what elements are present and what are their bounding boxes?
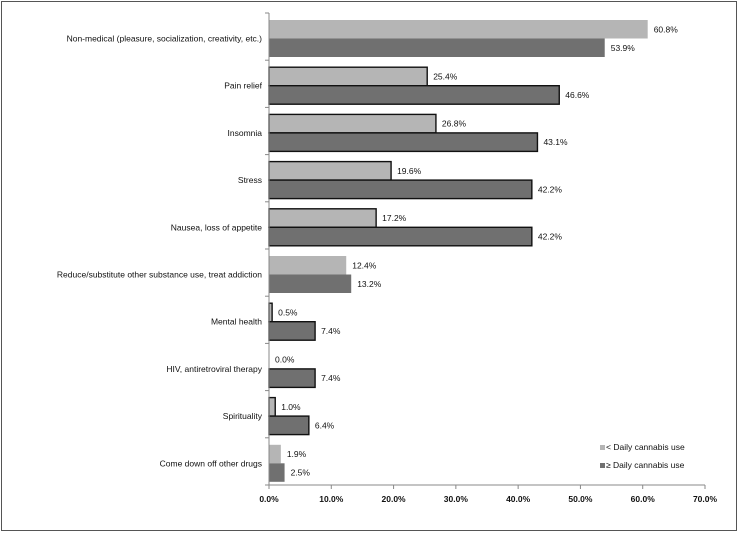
value-label-less-than-daily-4: 17.2% [382,213,407,223]
bar-daily-or-more-5 [269,274,352,293]
value-label-daily-or-more-4: 42.2% [538,232,563,242]
category-label-4: Nausea, loss of appetite [171,222,262,232]
value-label-daily-or-more-3: 42.2% [538,184,563,194]
bar-daily-or-more-7 [268,368,316,389]
category-label-8: Spirituality [223,411,263,421]
x-tick-label-4: 40.0% [506,494,531,504]
category-label-2: Insomnia [228,128,263,138]
category-label-9: Come down off other drugs [160,458,262,468]
value-label-daily-or-more-2: 43.1% [543,137,568,147]
value-label-daily-or-more-0: 53.9% [611,43,636,53]
legend-label-daily-or-more: ≥ Daily cannabis use [606,460,685,470]
value-label-daily-or-more-1: 46.6% [565,90,590,100]
value-label-less-than-daily-5: 12.4% [352,260,377,270]
value-label-daily-or-more-5: 13.2% [357,279,382,289]
bars-layer [268,20,648,482]
x-tick-label-2: 20.0% [382,494,407,504]
bar-less-than-daily-8 [268,396,276,417]
value-label-less-than-daily-3: 19.6% [397,166,422,176]
bar-daily-or-more-3 [268,179,533,200]
category-label-7: HIV, antiretroviral therapy [166,364,262,374]
x-tick-label-5: 50.0% [568,494,593,504]
value-label-less-than-daily-8: 1.0% [281,402,301,412]
category-label-3: Stress [238,175,262,185]
labels-layer: 60.8% 53.9% Non-medical (pleasure, sociali… [57,24,678,477]
axis-layer: 0.0% 10.0% 20.0% 30.0% 40.0% 50.0% 60.0% 70.0% [259,12,718,504]
value-label-daily-or-more-8: 6.4% [315,420,335,430]
legend-label-less-than-daily: < Daily cannabis use [606,442,685,452]
category-label-1: Pain relief [224,81,262,91]
bar-less-than-daily-1 [268,66,428,87]
x-tick-label-7: 70.0% [693,494,718,504]
value-label-less-than-daily-1: 25.4% [433,71,458,81]
bar-daily-or-more-0 [269,38,605,57]
bar-less-than-daily-5 [269,256,347,275]
legend-layer: < Daily cannabis use ≥ Daily cannabis use [600,442,685,470]
value-label-less-than-daily-9: 1.9% [287,449,307,459]
legend-swatch-daily-or-more [600,463,605,468]
bar-daily-or-more-8 [268,415,310,436]
bar-less-than-daily-2 [268,113,437,134]
value-label-daily-or-more-6: 7.4% [321,326,341,336]
bar-daily-or-more-1 [268,84,560,105]
value-label-daily-or-more-7: 7.4% [321,373,341,383]
legend-swatch-less-than-daily [600,445,605,450]
x-tick-label-3: 30.0% [444,494,469,504]
value-label-daily-or-more-9: 2.5% [291,468,311,478]
x-tick-label-6: 60.0% [631,494,656,504]
value-label-less-than-daily-0: 60.8% [654,24,679,34]
bar-daily-or-more-6 [268,321,316,341]
bar-daily-or-more-9 [269,463,285,482]
category-label-5: Reduce/substitute other substance use, t… [57,270,262,280]
bar-less-than-daily-4 [268,208,377,229]
x-tick-label-0: 0.0% [259,494,279,504]
bar-less-than-daily-3 [268,160,392,181]
value-label-less-than-daily-6: 0.5% [278,307,298,317]
bar-less-than-daily-0 [269,20,648,39]
value-label-less-than-daily-7: 0.0% [275,355,295,365]
value-label-less-than-daily-2: 26.8% [442,119,467,129]
bar-less-than-daily-9 [269,444,281,464]
category-label-0: Non-medical (pleasure, socialization, cr… [67,34,263,44]
category-label-6: Mental health [211,317,262,327]
x-tick-label-1: 10.0% [319,494,344,504]
bar-daily-or-more-2 [268,132,539,153]
bar-daily-or-more-4 [268,226,533,247]
